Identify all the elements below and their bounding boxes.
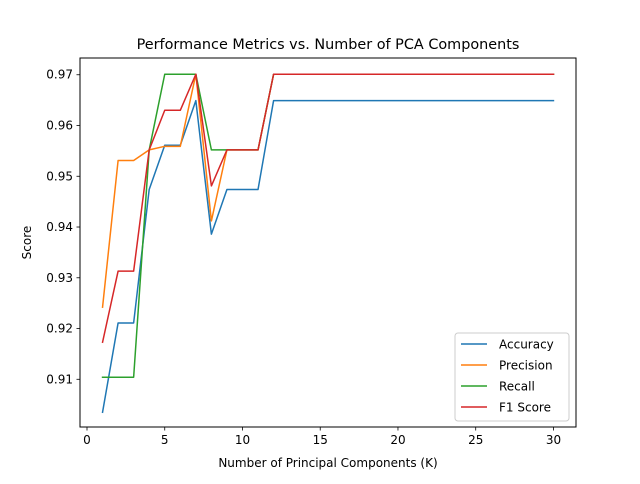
series-layer [101, 73, 555, 414]
y-tick-label: 0.97 [46, 68, 73, 82]
series-line-accuracy [101, 99, 555, 414]
y-tick-label: 0.95 [46, 169, 73, 183]
legend-label: F1 Score [499, 401, 551, 415]
x-tick-label: 25 [468, 433, 483, 447]
plot-frame [79, 57, 577, 428]
legend-box [454, 332, 570, 422]
x-tick-label: 0 [83, 433, 91, 447]
y-tick-label: 0.92 [46, 322, 73, 336]
x-axis-label: Number of Principal Components (K) [218, 456, 437, 470]
x-tick-label: 5 [161, 433, 169, 447]
y-tick-label: 0.93 [46, 271, 73, 285]
y-axis-label: Score [20, 226, 34, 260]
legend-label: Recall [499, 380, 535, 394]
y-tick-label: 0.94 [46, 220, 73, 234]
legend-items: Accuracy Precision Recall F1 Score [461, 338, 554, 415]
y-tick-label: 0.91 [46, 372, 73, 386]
series-line-f1-score [101, 73, 555, 344]
x-axis: 0 5 10 15 20 25 30 [83, 427, 561, 447]
chart-title: Performance Metrics vs. Number of PCA Co… [137, 37, 520, 53]
x-tick-label: 15 [313, 433, 328, 447]
legend-label: Precision [499, 359, 553, 373]
x-tick-label: 20 [390, 433, 405, 447]
x-tick-label: 10 [235, 433, 250, 447]
legend-label: Accuracy [499, 338, 554, 352]
x-tick-label: 30 [546, 433, 561, 447]
y-axis: 0.91 0.92 0.93 0.94 0.95 0.96 0.97 [46, 68, 80, 386]
y-tick-label: 0.96 [46, 119, 73, 133]
legend: Accuracy Precision Recall F1 Score [454, 332, 570, 422]
